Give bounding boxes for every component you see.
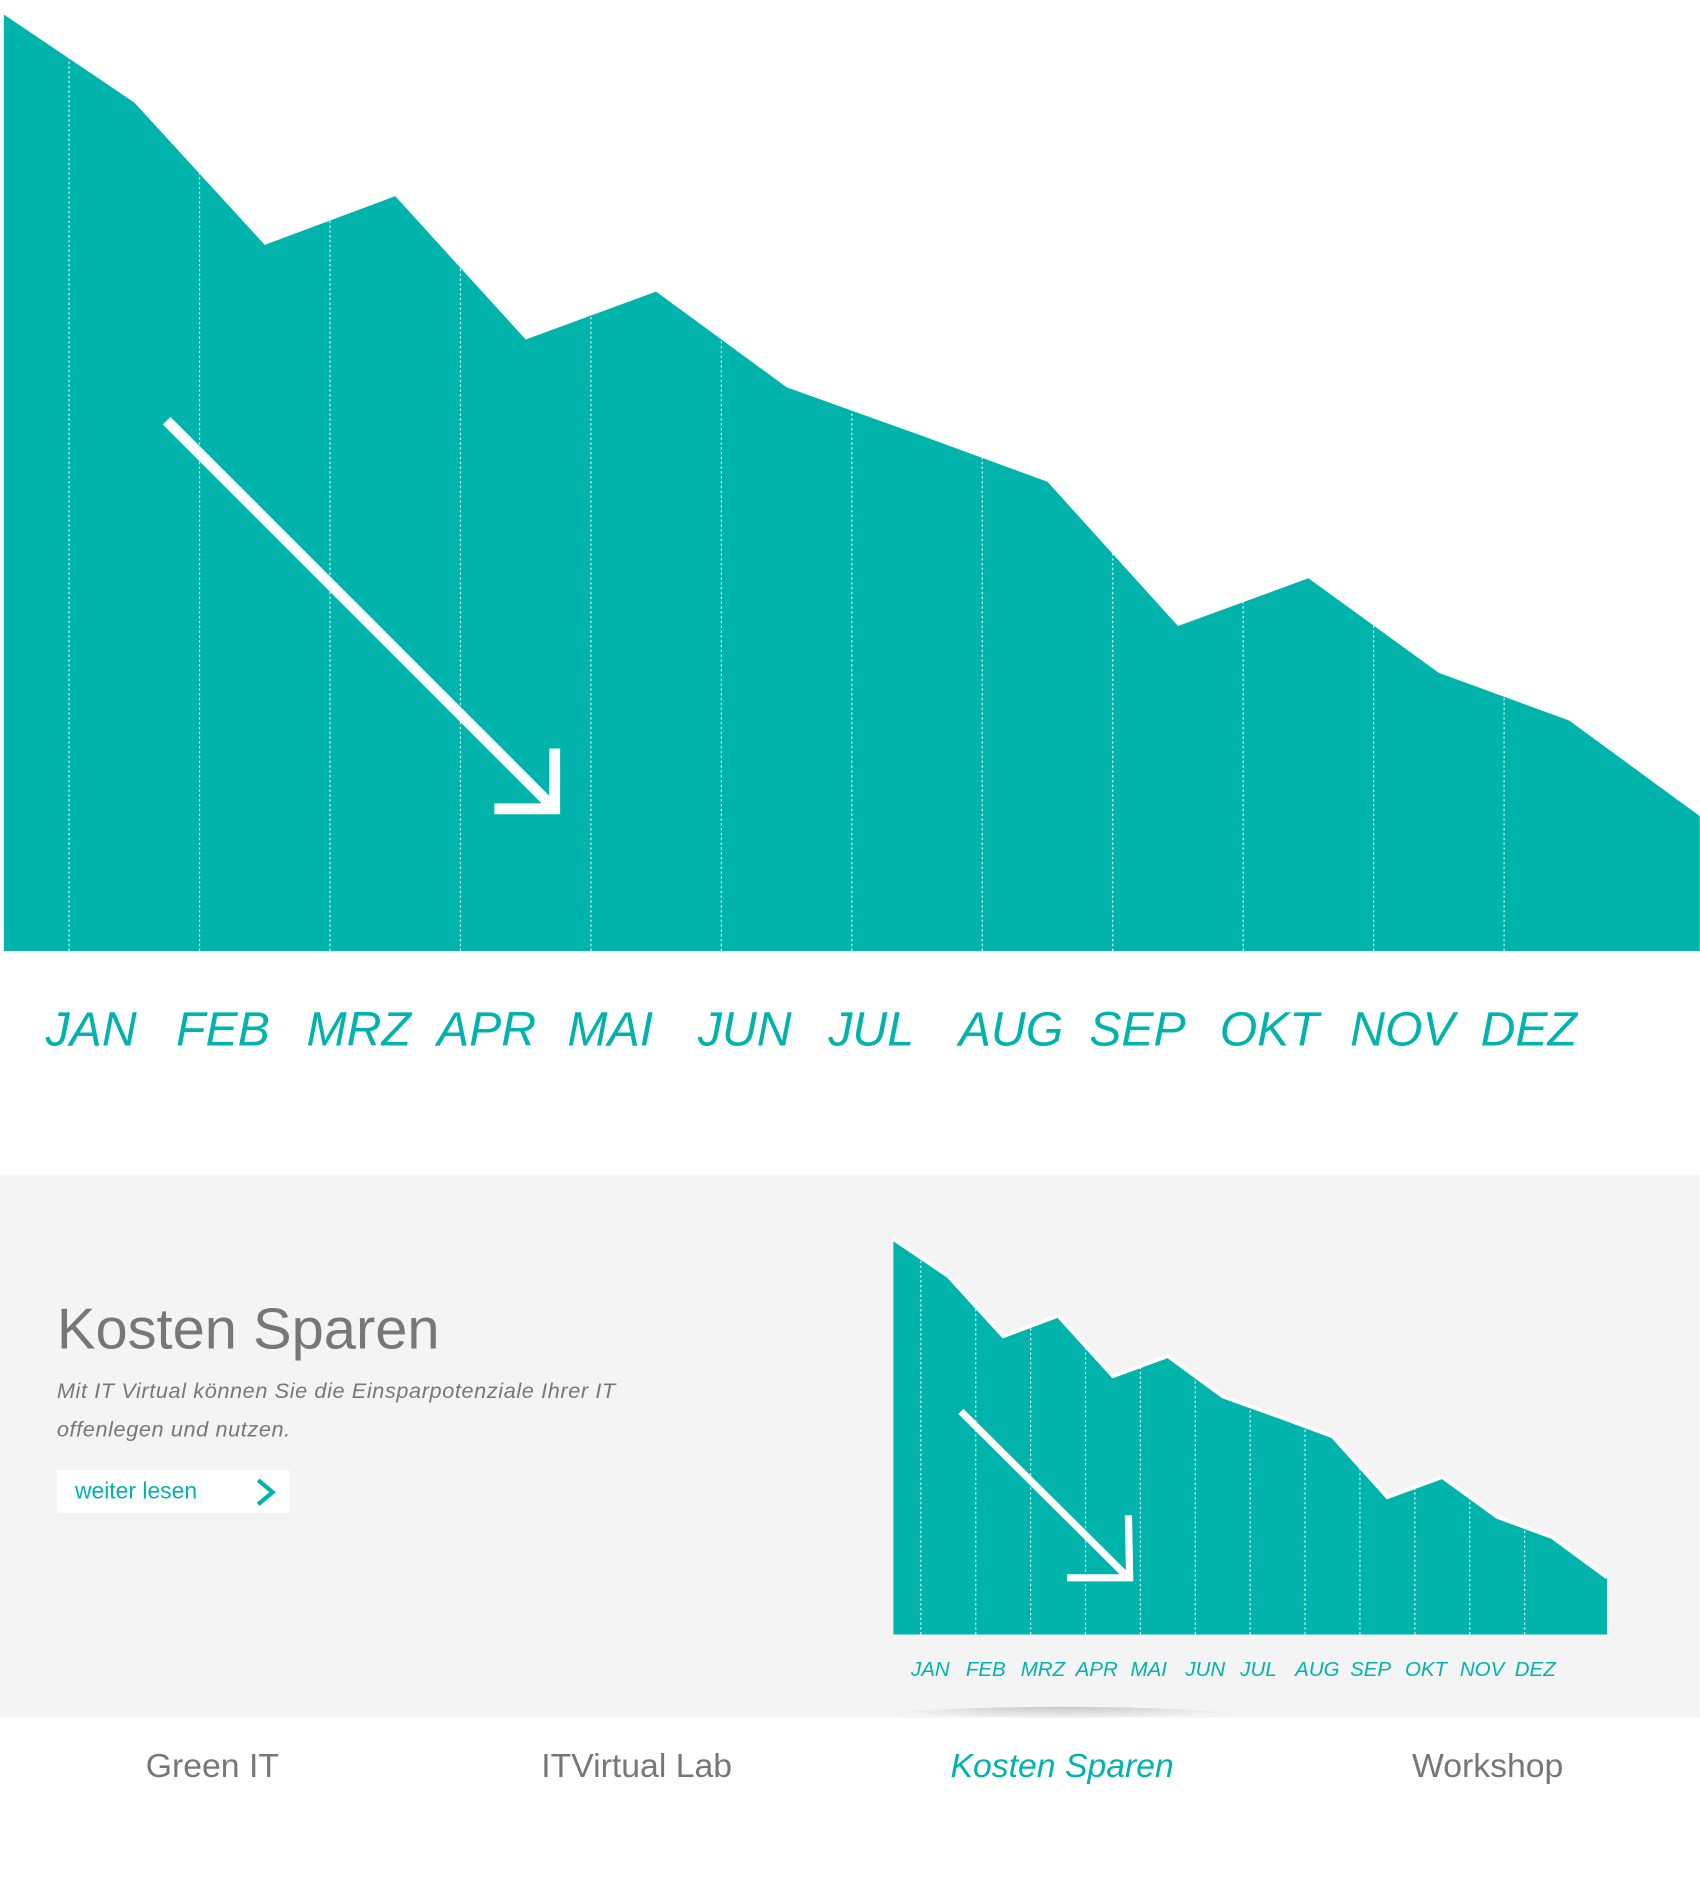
x-tick-label: SEP (1089, 1003, 1185, 1057)
button-background (56, 1470, 290, 1513)
x-tick-label: MAI (567, 1003, 653, 1057)
x-tick-label: NOV (1460, 1658, 1507, 1681)
x-tick-label: AUG (1293, 1658, 1339, 1681)
x-tick-label: JUL (1239, 1658, 1276, 1681)
x-tick-label: OKT (1220, 1003, 1323, 1057)
nav-item[interactable]: ITVirtual Lab (541, 1747, 732, 1785)
x-tick-label: FEB (966, 1658, 1006, 1681)
x-tick-label: AUG (956, 1003, 1063, 1057)
x-tick-label: DEZ (1481, 1003, 1579, 1057)
x-tick-label: APR (1074, 1658, 1118, 1681)
x-tick-label: OKT (1405, 1658, 1449, 1681)
feature-text: Mit IT Virtual können Sie die Einsparpot… (57, 1378, 617, 1403)
x-tick-label: MRZ (306, 1003, 412, 1057)
x-tick-label: MRZ (1021, 1658, 1067, 1681)
tab-shadow (869, 1706, 1255, 1731)
x-tick-label: JAN (910, 1658, 950, 1681)
x-tick-label: MAI (1131, 1658, 1168, 1681)
nav-item[interactable]: Kosten Sparen (951, 1747, 1174, 1785)
x-tick-label: JAN (45, 1003, 137, 1057)
x-tick-label: SEP (1350, 1658, 1391, 1681)
feature-panel (0, 1175, 1700, 1718)
x-tick-label: APR (434, 1003, 536, 1057)
x-tick-label: NOV (1350, 1003, 1458, 1057)
trend-arrow (958, 1408, 1134, 1582)
chevron-icon (256, 1478, 276, 1506)
button-label: weiter lesen (74, 1477, 197, 1503)
nav-item[interactable]: Green IT (146, 1747, 279, 1785)
x-tick-label: FEB (176, 1003, 270, 1057)
trend-arrow (162, 416, 561, 815)
feature-text: offenlegen und nutzen. (57, 1416, 291, 1441)
feature-title: Kosten Sparen (57, 1297, 440, 1361)
x-tick-label: JUL (827, 1003, 914, 1057)
nav-item[interactable]: Workshop (1412, 1747, 1563, 1785)
area-outline (892, 1237, 1609, 1579)
x-tick-label: DEZ (1515, 1658, 1557, 1681)
x-tick-label: JUN (1184, 1658, 1225, 1681)
x-tick-label: JUN (697, 1003, 792, 1057)
read-more-button[interactable]: weiter lesen (56, 1470, 290, 1513)
